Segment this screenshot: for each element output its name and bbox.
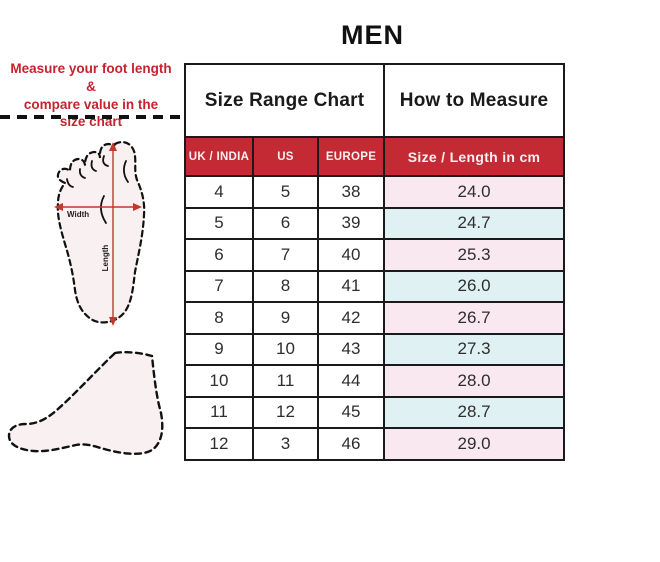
width-measure-arrow xyxy=(54,203,142,211)
table-row: 8 9 42 26.7 xyxy=(184,301,566,335)
dashed-separator-line xyxy=(0,115,185,119)
table-row: 9 10 43 27.3 xyxy=(184,332,566,366)
table-body: 4 5 38 24.0 5 6 39 24.7 6 7 40 25.3 7 8 41 26.0 8 9 42 26.7… xyxy=(184,175,566,461)
size-cell: 40 xyxy=(316,238,386,272)
length-measure-arrow xyxy=(109,142,117,326)
size-cell: 46 xyxy=(316,427,386,461)
size-length-cell: 28.0 xyxy=(383,364,566,398)
size-range-chart-header: Size Range Chart xyxy=(183,63,386,138)
col-header-size-length: Size / Length in cm xyxy=(383,136,566,177)
size-cell: 9 xyxy=(252,301,319,335)
table-row: 11 12 45 28.7 xyxy=(184,395,566,429)
size-cell: 44 xyxy=(316,364,386,398)
table-row: 10 11 44 28.0 xyxy=(184,364,566,398)
size-cell: 8 xyxy=(252,269,319,303)
col-header-europe: EUROPE xyxy=(316,136,386,177)
size-cell: 12 xyxy=(184,427,254,461)
size-length-cell: 27.3 xyxy=(383,332,566,366)
size-cell: 45 xyxy=(316,395,386,429)
toe-crease-lines xyxy=(66,155,129,224)
size-chart-table: Size Range Chart How to Measure UK / IND… xyxy=(183,63,566,461)
size-length-cell: 26.7 xyxy=(383,301,566,335)
how-to-measure-header: How to Measure xyxy=(383,63,566,138)
size-cell: 8 xyxy=(184,301,254,335)
col-header-uk-india: UK / INDIA xyxy=(184,136,254,177)
table-row: 5 6 39 24.7 xyxy=(184,206,566,240)
foot-top-view-illustration: Width Length xyxy=(54,140,146,326)
foot-side-outline xyxy=(7,351,164,455)
width-label: Width xyxy=(67,210,89,219)
size-cell: 9 xyxy=(184,332,254,366)
size-cell: 6 xyxy=(252,206,319,240)
table-row: 12 3 46 29.0 xyxy=(184,427,566,461)
size-cell: 39 xyxy=(316,206,386,240)
size-cell: 6 xyxy=(184,238,254,272)
size-cell: 38 xyxy=(316,175,386,209)
group-header-row: Size Range Chart How to Measure xyxy=(183,63,566,138)
size-cell: 4 xyxy=(184,175,254,209)
foot-side-view-illustration xyxy=(7,351,164,455)
size-length-cell: 25.3 xyxy=(383,238,566,272)
length-label: Length xyxy=(101,245,110,272)
size-length-cell: 24.7 xyxy=(383,206,566,240)
col-header-us: US xyxy=(252,136,319,177)
size-cell: 10 xyxy=(184,364,254,398)
size-cell: 7 xyxy=(252,238,319,272)
size-cell: 11 xyxy=(184,395,254,429)
size-cell: 3 xyxy=(252,427,319,461)
size-cell: 11 xyxy=(252,364,319,398)
table-row: 4 5 38 24.0 xyxy=(184,175,566,209)
size-cell: 5 xyxy=(184,206,254,240)
size-cell: 7 xyxy=(184,269,254,303)
column-header-row: UK / INDIA US EUROPE Size / Length in cm xyxy=(184,136,566,177)
size-cell: 12 xyxy=(252,395,319,429)
size-length-cell: 26.0 xyxy=(383,269,566,303)
table-row: 6 7 40 25.3 xyxy=(184,238,566,272)
size-cell: 43 xyxy=(316,332,386,366)
size-length-cell: 24.0 xyxy=(383,175,566,209)
foot-sole-outline xyxy=(56,140,146,324)
table-row: 7 8 41 26.0 xyxy=(184,269,566,303)
size-cell: 5 xyxy=(252,175,319,209)
page-title: MEN xyxy=(341,20,404,50)
size-length-cell: 29.0 xyxy=(383,427,566,461)
measure-instruction-text: Measure your foot length & compare value… xyxy=(10,61,172,130)
size-cell: 10 xyxy=(252,332,319,366)
size-length-cell: 28.7 xyxy=(383,395,566,429)
size-cell: 41 xyxy=(316,269,386,303)
size-cell: 42 xyxy=(316,301,386,335)
